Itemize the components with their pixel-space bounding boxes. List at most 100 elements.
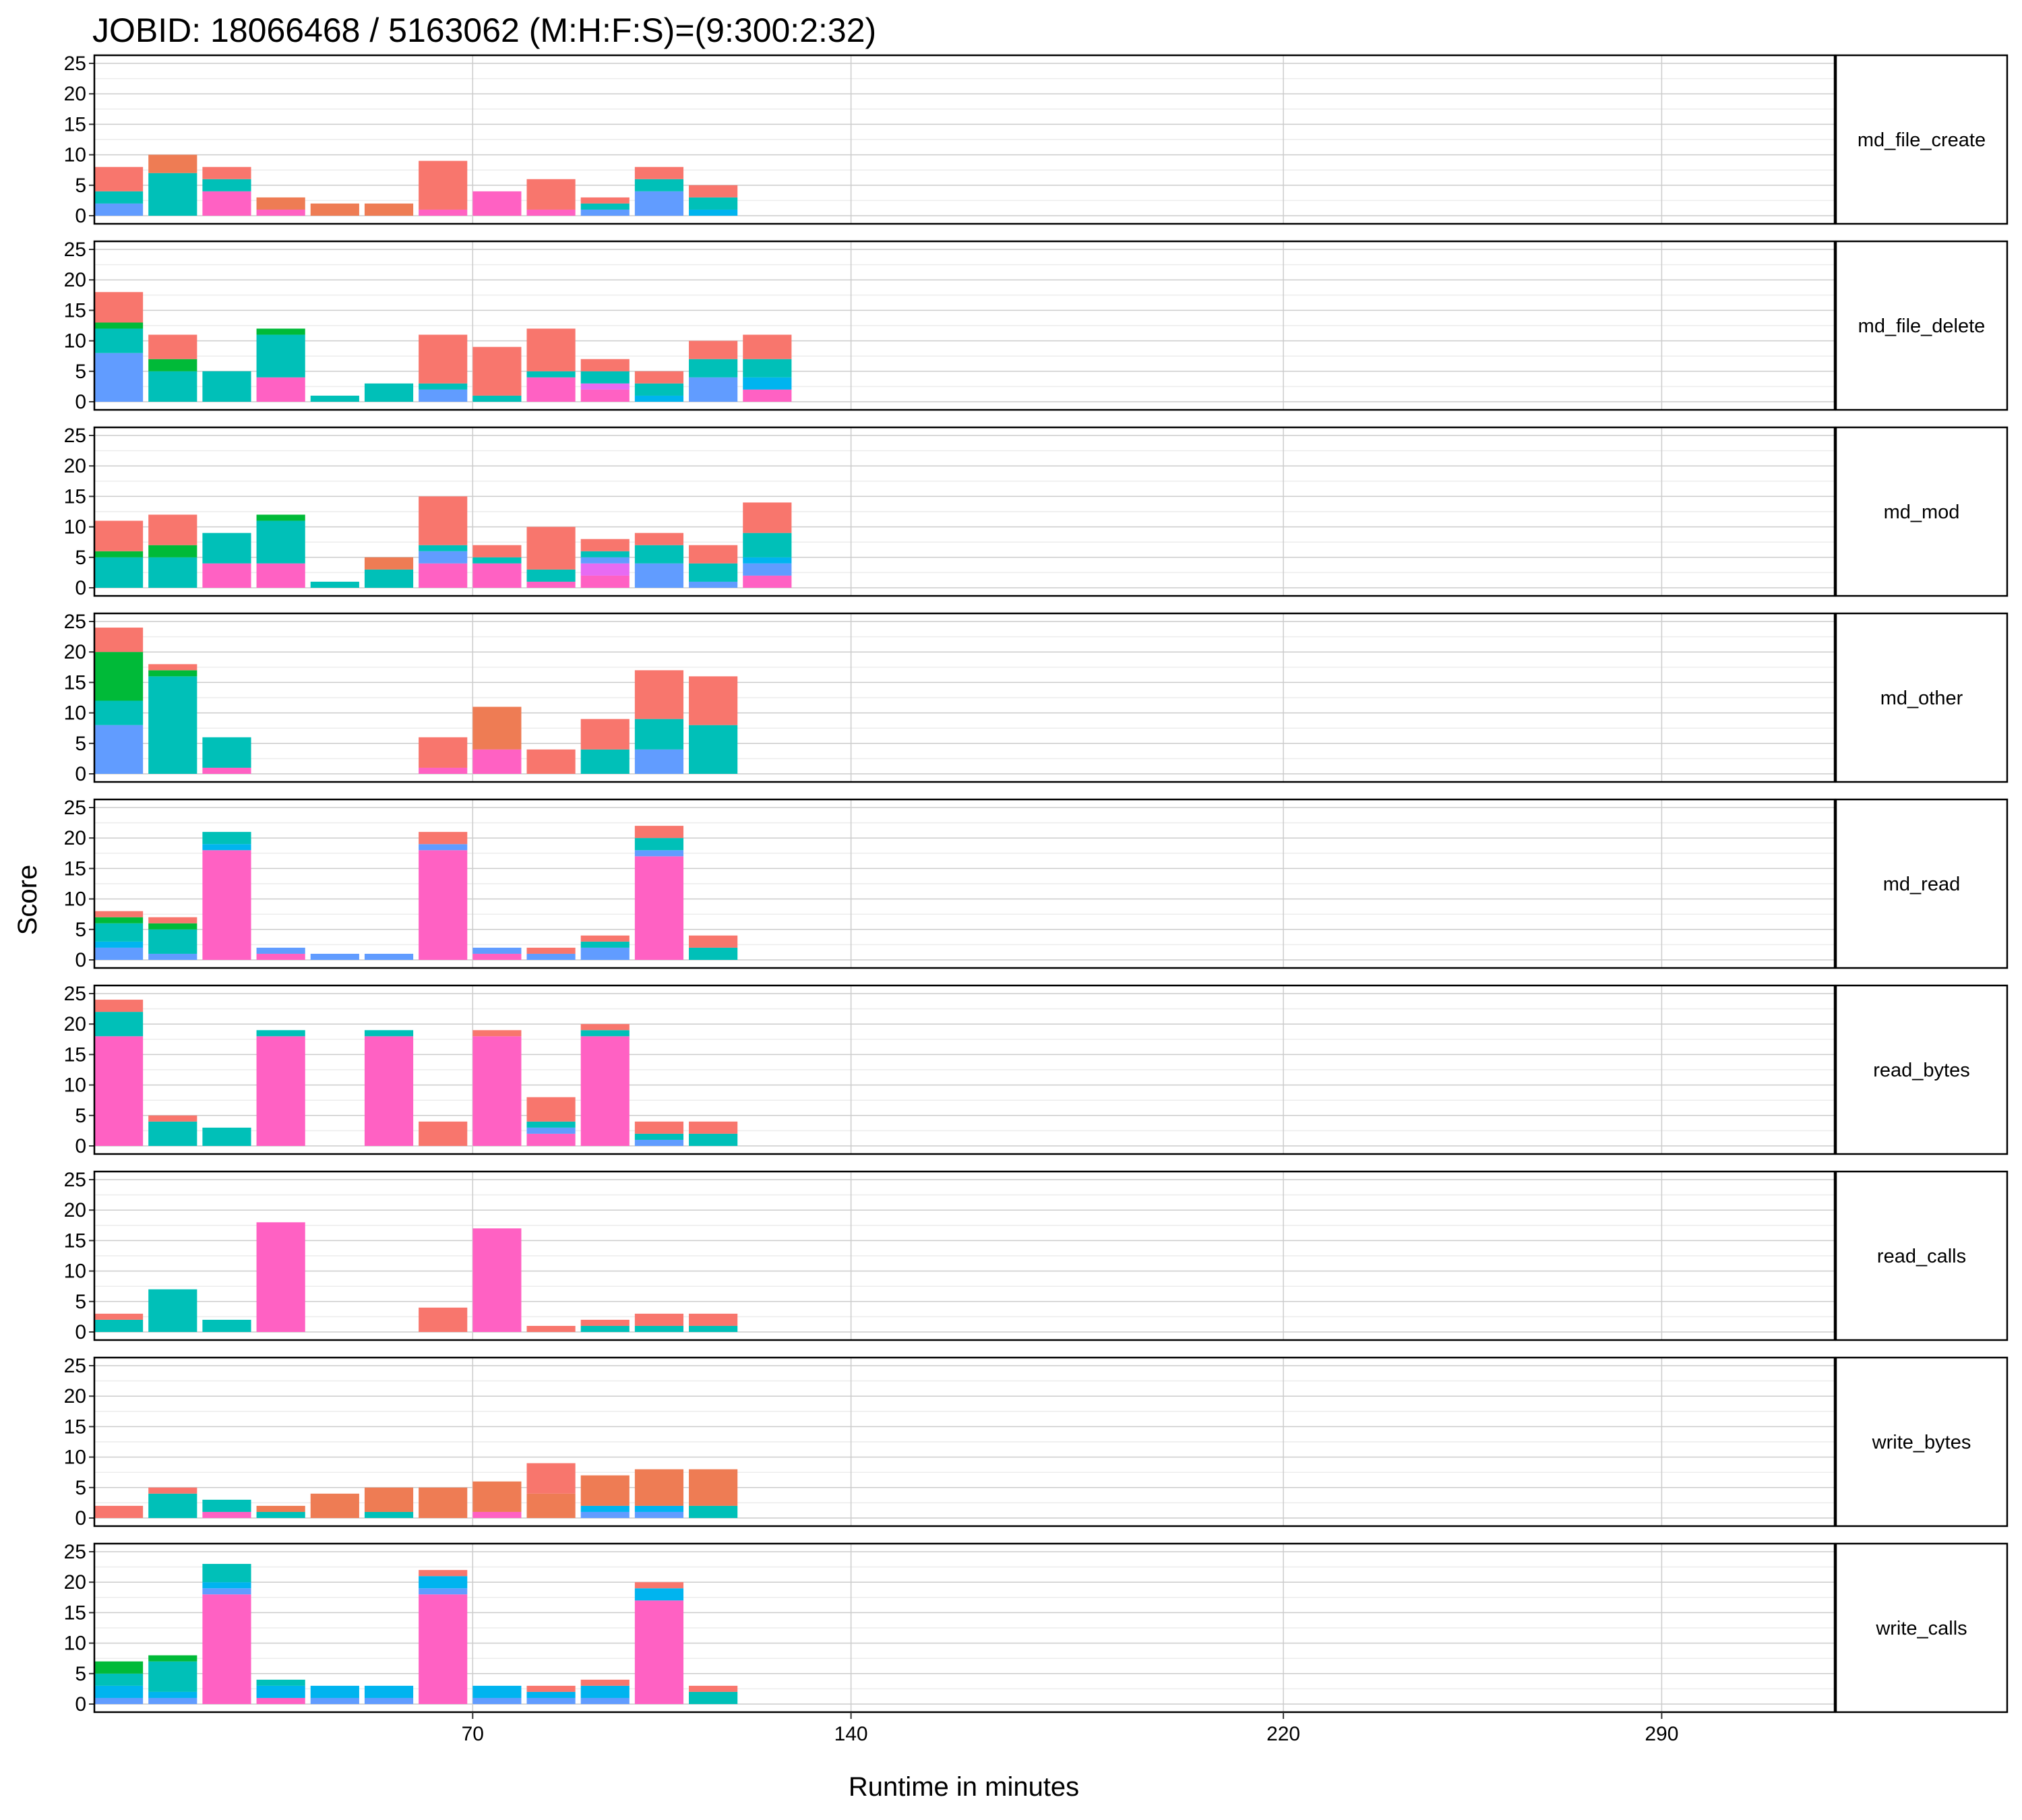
- bar-segment: [256, 1505, 305, 1512]
- bar-segment: [310, 581, 359, 588]
- bar-segment: [94, 191, 144, 204]
- facet-strip-label: write_bytes: [1872, 1432, 1971, 1453]
- bar-segment: [256, 209, 305, 216]
- bar-segment: [256, 1679, 305, 1686]
- bar-segment: [94, 947, 144, 960]
- bar-segment: [364, 1697, 414, 1704]
- bar-segment: [202, 1582, 251, 1589]
- panel-border: [93, 1542, 1836, 1713]
- bar-segment: [202, 850, 251, 960]
- bar-segment: [148, 154, 197, 173]
- bar-segment: [202, 1499, 251, 1512]
- bar-segment: [580, 1505, 630, 1512]
- panel-md-mod: 0 5 10 15 20 25 md_mod: [64, 425, 2009, 599]
- bar-segment: [634, 749, 684, 774]
- bar-segment: [472, 1697, 522, 1704]
- bar-segment: [148, 1697, 197, 1704]
- y-tick-label: 25: [64, 425, 86, 447]
- y-tick-label: 5: [75, 733, 86, 755]
- facet-strip-label: md_read: [1883, 874, 1960, 895]
- bar-segment: [148, 1289, 197, 1332]
- bar-segment: [634, 1313, 684, 1326]
- panel-border: [93, 240, 1836, 411]
- bar-segment: [148, 173, 197, 216]
- bar-segment: [580, 389, 630, 402]
- panel-md-other: 0 5 10 15 20 25 md_other: [64, 611, 2009, 785]
- bar-segment: [580, 1697, 630, 1704]
- bar-segment: [580, 551, 630, 557]
- panel-border: [93, 1356, 1836, 1527]
- bar-segment: [419, 545, 468, 551]
- bar-segment: [94, 1505, 144, 1518]
- y-tick-label: 0: [75, 1693, 86, 1716]
- y-tick-label: 5: [75, 547, 86, 569]
- bar-segment: [580, 1024, 630, 1031]
- bar-segment: [364, 1487, 414, 1512]
- bar-segment: [310, 1685, 359, 1698]
- bar-segment: [689, 581, 738, 588]
- bar-segment: [94, 923, 144, 942]
- bar-segment: [526, 1463, 576, 1494]
- facet-strip-label: md_file_create: [1858, 129, 1986, 151]
- bar-segment: [580, 1036, 630, 1146]
- bar-segment: [472, 395, 522, 402]
- bar-segment: [419, 160, 468, 210]
- bar-segment: [634, 1505, 684, 1512]
- bar-segment: [364, 569, 414, 588]
- bar-segment: [148, 334, 197, 359]
- bar-segment: [472, 1030, 522, 1037]
- bar-segment: [419, 563, 468, 588]
- bar-segment: [94, 1697, 144, 1704]
- bar-segment: [634, 670, 684, 719]
- bar-segment: [364, 1511, 414, 1518]
- bar-segment: [148, 1655, 197, 1662]
- bar-segment: [580, 575, 630, 588]
- facet-strip: [1835, 426, 2009, 597]
- panel-md-file-create: 0 5 10 15 20 25 md_file_create: [64, 53, 2009, 227]
- bar-segment: [689, 563, 738, 582]
- bar-segment: [743, 563, 792, 576]
- facet-strip: [1835, 984, 2009, 1155]
- bar-segment: [364, 1036, 414, 1146]
- bar-segment: [364, 953, 414, 960]
- bar-segment: [526, 526, 576, 570]
- bar-segment: [472, 706, 522, 750]
- bar-segment: [256, 1036, 305, 1146]
- bar-segment: [580, 359, 630, 371]
- bar-segment: [580, 947, 630, 960]
- bar-segment: [472, 191, 522, 216]
- bar-segment: [148, 1487, 197, 1494]
- bar-segment: [580, 539, 630, 551]
- y-tick-label: 10: [64, 144, 86, 166]
- x-axis-title: Runtime in minutes: [849, 1772, 1079, 1802]
- y-axis-title: Score: [13, 865, 42, 936]
- bar-segment: [310, 395, 359, 402]
- bar-segment: [202, 1127, 251, 1146]
- y-tick-label: 15: [64, 1416, 86, 1438]
- bar-segment: [94, 1661, 144, 1674]
- bar-segment: [148, 557, 197, 588]
- bar-segment: [526, 1097, 576, 1122]
- bar-segment: [364, 557, 414, 570]
- y-tick-label: 15: [64, 1602, 86, 1624]
- bar-segment: [634, 545, 684, 564]
- y-tick-label: 0: [75, 949, 86, 971]
- bar-segment: [94, 203, 144, 216]
- bar-segment: [202, 179, 251, 191]
- y-tick-label: 5: [75, 1291, 86, 1313]
- facet-strip-label: write_calls: [1875, 1618, 1967, 1639]
- bar-segment: [419, 1121, 468, 1146]
- y-tick-label: 25: [64, 611, 86, 633]
- bar-segment: [634, 1588, 684, 1601]
- bar-segment: [634, 1133, 684, 1140]
- bar-segment: [419, 1576, 468, 1589]
- bar-segment: [634, 1600, 684, 1704]
- y-tick-label: 25: [64, 1169, 86, 1191]
- bar-segment: [526, 1121, 576, 1128]
- bar-segment: [310, 953, 359, 960]
- y-tick-label: 15: [64, 1230, 86, 1252]
- bar-segment: [94, 353, 144, 402]
- bar-segment: [94, 941, 144, 948]
- bar-segment: [148, 923, 197, 930]
- bar-segment: [419, 209, 468, 216]
